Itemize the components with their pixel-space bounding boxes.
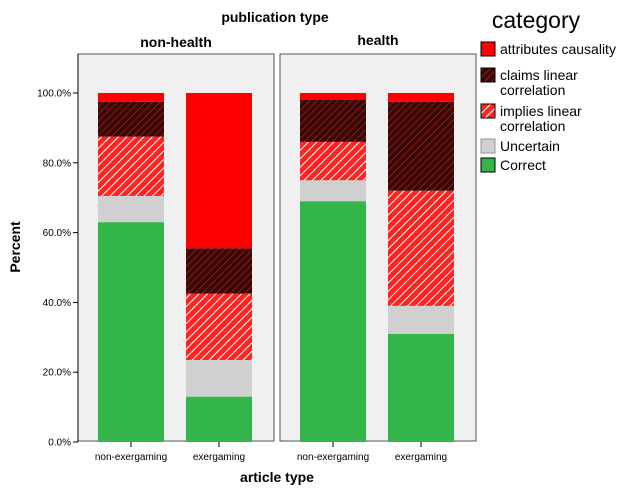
- bars-group: [98, 93, 454, 442]
- bar-segment-health-non-exergaming-uncertain: [300, 180, 366, 202]
- bar-segment-health-non-exergaming-claims-linear-correlation: [300, 99, 366, 142]
- bar-segment-non-health-exergaming-implies-linear-correlation: [186, 293, 252, 360]
- bar-segment-health-exergaming-claims-linear-correlation: [388, 101, 454, 191]
- x-axis-label: article type: [240, 469, 314, 485]
- y-tick-label: 0.0%: [48, 438, 71, 449]
- bar-segment-health-exergaming-implies-linear-correlation: [388, 190, 454, 306]
- bar-segment-non-health-exergaming-attributes-causality: [186, 93, 252, 249]
- bar-segment-health-non-exergaming-attributes-causality: [300, 93, 366, 100]
- y-tick-label: 40.0%: [43, 298, 71, 309]
- x-tick-label-health-exergaming: exergaming: [395, 452, 447, 463]
- x-axis: non-exergaming exergaming non-exergaming ex…: [95, 442, 447, 463]
- legend: attributes causality claims linear correla…: [480, 41, 616, 173]
- legend-label-claims-linear-correlation: claims linear correlation: [500, 67, 578, 98]
- legend-label-attributes-causality: attributes causality: [500, 41, 616, 57]
- bar-segment-non-health-exergaming-uncertain: [186, 359, 252, 397]
- chart-title: publication type: [221, 9, 329, 25]
- bar-segment-non-health-non-exergaming-claims-linear-correlation: [98, 101, 164, 137]
- bar-segment-health-exergaming-attributes-causality: [388, 93, 454, 102]
- legend-label-correct: Correct: [500, 157, 546, 173]
- legend-swatch-implies-linear-correlation: [480, 103, 496, 119]
- bar-segment-health-non-exergaming-implies-linear-correlation: [300, 141, 366, 181]
- bar-segment-health-exergaming-uncertain: [388, 305, 454, 334]
- y-tick-label: 100.0%: [37, 89, 71, 100]
- legend-swatch-claims-linear-correlation: [480, 67, 496, 83]
- panel-label-health: health: [357, 32, 398, 48]
- legend-swatch-uncertain: [480, 138, 496, 154]
- legend-swatch-correct: [480, 157, 496, 173]
- y-tick-label: 60.0%: [43, 228, 71, 239]
- y-axis-label: Percent: [7, 221, 23, 273]
- bar-segment-non-health-non-exergaming-implies-linear-correlation: [98, 136, 164, 196]
- y-tick-label: 20.0%: [43, 368, 71, 379]
- bar-segment-non-health-exergaming-correct: [186, 396, 252, 442]
- legend-label-uncertain: Uncertain: [500, 138, 560, 154]
- y-axis: 0.0% 20.0% 40.0% 60.0% 80.0% 100.0%: [37, 54, 79, 449]
- legend-label-implies-linear-correlation: implies linear correlation: [500, 103, 582, 134]
- bar-segment-non-health-non-exergaming-uncertain: [98, 195, 164, 223]
- legend-swatch-attributes-causality: [480, 41, 496, 57]
- panel-label-non-health: non-health: [140, 34, 212, 50]
- legend-title: category: [492, 7, 581, 33]
- y-tick-label: 80.0%: [43, 158, 71, 169]
- bar-segment-health-non-exergaming-correct: [300, 201, 366, 442]
- bar-segment-non-health-non-exergaming-attributes-causality: [98, 93, 164, 102]
- x-tick-label-non-health-non-exergaming: non-exergaming: [95, 452, 167, 463]
- bar-segment-non-health-non-exergaming-correct: [98, 222, 164, 442]
- bar-segment-non-health-exergaming-claims-linear-correlation: [186, 248, 252, 294]
- x-tick-label-non-health-exergaming: exergaming: [193, 452, 245, 463]
- bar-segment-health-exergaming-correct: [388, 333, 454, 442]
- x-tick-label-health-non-exergaming: non-exergaming: [297, 452, 369, 463]
